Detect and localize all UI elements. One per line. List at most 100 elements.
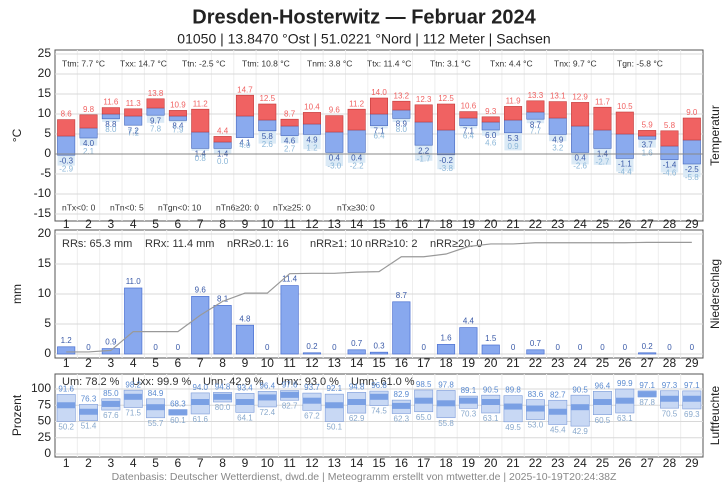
min-label: 60.5 [595, 416, 611, 425]
x-tick-label: 5 [152, 356, 159, 370]
x-tick-label: 25 [596, 456, 610, 470]
x-tick-label: 16 [395, 356, 409, 370]
min-label: 4.6 [284, 137, 296, 146]
value-label: 1.2 [61, 336, 73, 345]
stat: Txn: 4.4 °C [490, 58, 533, 68]
y-axis-label: Prozent [10, 394, 24, 436]
min-label: 4.9 [552, 136, 564, 145]
x-tick-label: 17 [417, 217, 431, 231]
max-label: 11.7 [595, 97, 611, 106]
mean-bar [146, 404, 165, 411]
mean-bar [660, 395, 679, 402]
x-tick-label: 1 [63, 456, 70, 470]
x-tick-label: 25 [596, 356, 610, 370]
bar [213, 305, 232, 355]
y-tick-label: 100 [31, 381, 51, 395]
min-label: 55.7 [148, 419, 164, 428]
min-mean-bar [168, 115, 187, 121]
ground-min-label: 7.8 [150, 124, 162, 133]
mean-bar [325, 402, 344, 409]
min-mean-bar [258, 119, 277, 132]
x-tick-label: 27 [640, 356, 654, 370]
x-tick-label: 12 [305, 217, 319, 231]
x-tick-label: 7 [197, 217, 204, 231]
value-label: 8.7 [396, 291, 408, 300]
max-label: 11.9 [506, 97, 522, 106]
ground-min-bar [414, 145, 433, 161]
mean-max-bar [79, 114, 98, 129]
min-label: 7.1 [373, 127, 385, 136]
min-label: 50.1 [327, 423, 343, 432]
ground-min-bar [79, 138, 98, 146]
max-label: 13.2 [394, 91, 410, 100]
max-label: 94.8 [349, 382, 365, 391]
ground-min-label: 6.4 [373, 132, 385, 141]
value-label: 0 [421, 343, 426, 352]
x-tick-label: 3 [108, 217, 115, 231]
mean-max-bar [526, 100, 545, 113]
max-label: 85.0 [103, 389, 119, 398]
mean-max-bar [571, 102, 590, 127]
value-label: 0 [623, 343, 628, 352]
mean-max-bar [146, 98, 165, 109]
stat: Umx: 93.0 % [276, 376, 339, 388]
x-tick-label: 14 [350, 356, 364, 370]
ground-min-bar [593, 148, 612, 165]
max-label: 97.1 [684, 381, 700, 390]
ground-min-bar [616, 158, 634, 172]
max-label: 96.4 [595, 381, 611, 390]
value-label: 0 [578, 343, 583, 352]
x-tick-label: 20 [484, 456, 498, 470]
x-tick-label: 2 [85, 456, 92, 470]
mean-bar [615, 397, 634, 404]
x-tick-label: 4 [130, 356, 137, 370]
y-tick-label: 20 [38, 66, 52, 80]
x-tick-label: 23 [551, 356, 565, 370]
min-label: 49.5 [505, 423, 521, 432]
x-tick-label: 12 [305, 456, 319, 470]
x-tick-label: 5 [152, 217, 159, 231]
x-tick-label: 8 [219, 456, 226, 470]
x-tick-label: 3 [108, 456, 115, 470]
mean-bar [235, 399, 255, 405]
ground-min-bar [526, 119, 545, 124]
y-tick-label: 10 [38, 106, 52, 120]
min-label: 8.9 [396, 120, 408, 129]
right-axis-label: Niederschlag [708, 259, 722, 329]
x-tick-label: 17 [417, 356, 431, 370]
min-mean-bar [347, 129, 366, 153]
y-tick-label: 0 [44, 346, 51, 360]
min-label: 4.9 [306, 136, 318, 145]
ground-min-bar [482, 130, 500, 136]
y-tick-label: 15 [38, 86, 52, 100]
ground-min-label: -2.2 [350, 162, 364, 171]
min-label: 45.4 [550, 426, 566, 435]
ground-min-label: -2.9 [59, 164, 73, 173]
value-label: 0 [667, 343, 672, 352]
min-label: 62.3 [394, 415, 410, 424]
max-label: 90.5 [483, 385, 499, 394]
mean-bar [436, 400, 456, 407]
y-axis-label: °C [10, 128, 24, 142]
mean-bar [124, 393, 143, 400]
max-label: 98.2 [125, 380, 141, 389]
mean-max-bar [347, 108, 366, 131]
min-mean-bar [191, 131, 210, 149]
ground-min-bar [102, 118, 120, 122]
min-label: 4.0 [83, 139, 95, 148]
max-label: 10.6 [461, 102, 477, 111]
ground-min-label: 2.6 [262, 140, 274, 149]
min-label: 80.0 [215, 403, 231, 412]
x-tick-label: 10 [261, 356, 275, 370]
ground-min-bar [638, 139, 656, 148]
subtitle: 01050 | 13.8470 °Ost | 51.0221 °Nord | 1… [177, 31, 550, 47]
min-mean-bar [369, 113, 389, 126]
max-label: 82.9 [394, 390, 410, 399]
min-label: 69.3 [684, 410, 700, 419]
stat: Ttn: -2.5 °C [182, 58, 226, 68]
mean-bar [213, 393, 232, 400]
max-label: 9.8 [83, 105, 95, 114]
x-tick-label: 21 [506, 456, 520, 470]
y-tick-label: 25 [38, 46, 52, 60]
x-tick-label: 21 [506, 356, 520, 370]
